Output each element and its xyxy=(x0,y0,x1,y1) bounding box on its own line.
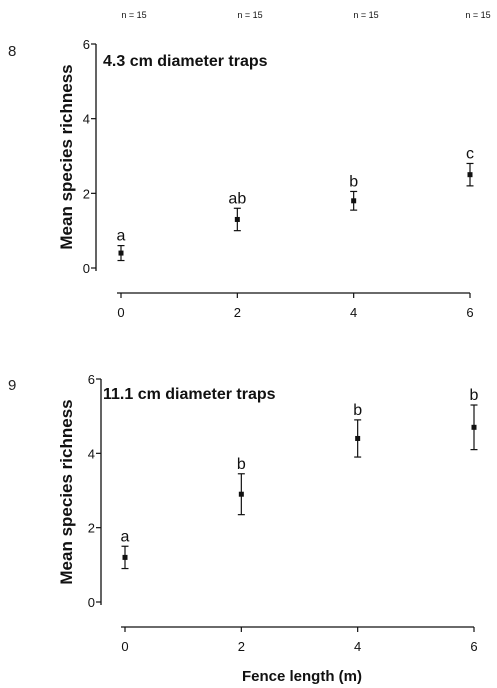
y-axis-label: Mean species richness xyxy=(57,64,76,249)
sample-size-row: n = 15 n = 15 n = 15 n = 15 xyxy=(121,10,490,20)
data-point xyxy=(351,198,357,204)
x-tick-label: 2 xyxy=(238,639,245,654)
significance-letter: b xyxy=(470,387,479,404)
y-tick-label: 2 xyxy=(88,521,95,536)
significance-letter: b xyxy=(349,173,358,190)
n-label: n = 15 xyxy=(121,10,146,20)
n-label: n = 15 xyxy=(237,10,262,20)
data-point xyxy=(118,250,124,256)
data-marks: a b b b xyxy=(121,387,479,570)
x-tick-label: 4 xyxy=(350,305,357,320)
x-axis-label: Fence length (m) xyxy=(242,668,362,685)
significance-letter: b xyxy=(237,456,246,473)
panel-title: 4.3 cm diameter traps xyxy=(103,53,268,70)
n-label: n = 15 xyxy=(353,10,378,20)
n-label: n = 15 xyxy=(465,10,490,20)
significance-letter: c xyxy=(466,145,474,162)
y-tick-label: 6 xyxy=(83,37,90,52)
data-point xyxy=(238,491,244,497)
panel-title: 11.1 cm diameter traps xyxy=(103,386,276,403)
y-tick-label: 0 xyxy=(83,261,90,276)
y-tick-label: 0 xyxy=(88,595,95,610)
panel-number: 9 xyxy=(8,377,16,394)
y-tick-label: 4 xyxy=(83,112,90,127)
significance-letter: b xyxy=(353,402,362,419)
y-tick-label: 2 xyxy=(83,186,90,201)
panel-8-chart: 8 Mean species richness 4.3 cm diameter … xyxy=(8,37,474,320)
axes: 0 2 4 6 0 2 4 6 xyxy=(88,372,478,654)
significance-letter: a xyxy=(117,228,126,245)
data-point xyxy=(122,554,128,560)
y-tick-label: 6 xyxy=(88,372,95,387)
data-point xyxy=(471,424,477,430)
x-tick-label: 2 xyxy=(234,305,241,320)
y-axis-label: Mean species richness xyxy=(57,399,76,584)
axes: 0 2 4 6 0 2 4 6 xyxy=(83,37,474,320)
panel-number: 8 xyxy=(8,43,16,60)
significance-letter: ab xyxy=(228,190,246,207)
x-tick-label: 0 xyxy=(121,639,128,654)
data-marks: a ab b c xyxy=(117,145,474,262)
data-point xyxy=(234,216,240,222)
x-tick-label: 6 xyxy=(470,639,477,654)
x-tick-label: 4 xyxy=(354,639,361,654)
x-tick-label: 6 xyxy=(466,305,473,320)
significance-letter: a xyxy=(121,528,130,545)
panel-9-chart: 9 Mean species richness 11.1 cm diameter… xyxy=(8,372,479,654)
x-tick-label: 0 xyxy=(117,305,124,320)
data-point xyxy=(355,435,361,441)
data-point xyxy=(467,172,473,178)
y-tick-label: 4 xyxy=(88,446,95,461)
